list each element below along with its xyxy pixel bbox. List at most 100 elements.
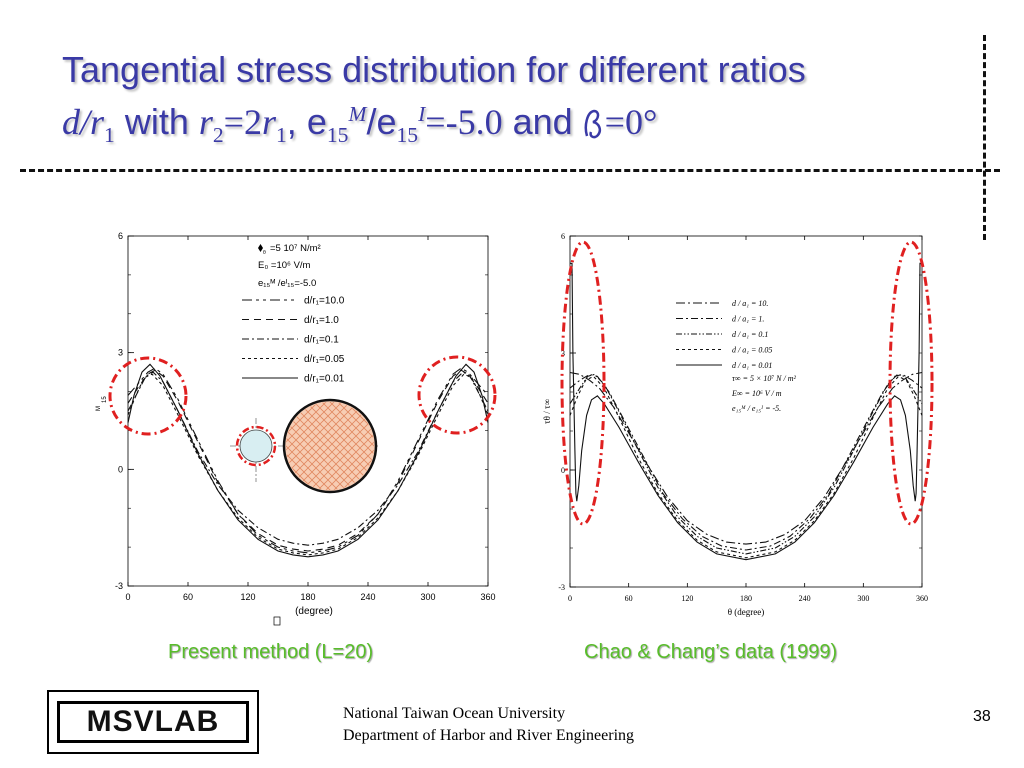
- x-tick-label: 60: [183, 592, 193, 602]
- legend-label-4: d/r₁=0.05: [304, 354, 345, 365]
- highlight-right-spike: [888, 240, 934, 526]
- series-line-4: [569, 375, 923, 559]
- legend-param-tau: =5 10⁷ N/m²: [270, 243, 321, 254]
- title-r1-sub: 1: [276, 123, 287, 148]
- highlight-hole: [235, 425, 277, 467]
- title-eq: =2: [223, 102, 262, 142]
- hole-circle: [239, 429, 273, 463]
- footer-department: Department of Harbor and River Engineeri…: [343, 727, 635, 744]
- title-angle: =0°: [604, 102, 658, 142]
- legend-label-1: d/r₁=10.0: [304, 296, 345, 307]
- x-tick-label: 0: [568, 594, 572, 603]
- highlight-left-spike: [560, 240, 606, 526]
- dashed-divider-vertical: [983, 35, 986, 240]
- series-line-5: [127, 363, 489, 558]
- y-tick-label: 3: [118, 348, 123, 358]
- legend-label-2: d / a₁ = 1.: [732, 315, 764, 324]
- y-axis-label: τθ / τ∞: [542, 399, 552, 424]
- title-with: with: [114, 101, 199, 142]
- title-r2-sub: 2: [212, 123, 224, 148]
- x-tick-label: 360: [916, 594, 928, 603]
- y-axis-label-fragment: M15: [96, 396, 108, 411]
- title-line-2: d/r1 with r2=2r1, e15M/e15I=-5.0 and =0°: [62, 92, 962, 157]
- x-tick-label: 60: [625, 594, 633, 603]
- footer-university: National Taiwan Ocean University: [343, 705, 566, 722]
- caption-present-method: Present method (L=20): [168, 641, 374, 663]
- legend-label-1: d / a₁ = 10.: [732, 299, 768, 308]
- series-line-1: [569, 371, 923, 545]
- title-ratio-r: r: [90, 102, 105, 142]
- series-line-3: [569, 373, 923, 555]
- theta-glyph-icon: [273, 616, 281, 626]
- msvlab-logo: MSVLAB: [47, 690, 259, 754]
- x-tick-label: 240: [799, 594, 811, 603]
- title-r1: r: [261, 102, 276, 142]
- x-tick-label: 360: [480, 592, 495, 602]
- x-tick-label: 120: [681, 594, 693, 603]
- title-and: and: [502, 101, 583, 142]
- x-axis-label: (degree): [295, 606, 333, 617]
- slide-title: Tangential stress distribution for diffe…: [62, 48, 962, 157]
- y-tick-label: -3: [115, 581, 123, 591]
- title-comma: ,: [286, 101, 307, 142]
- x-axis-label: θ (degree): [728, 607, 765, 617]
- legend-label-2: d/r₁=1.0: [304, 315, 339, 326]
- y-tick-label: 3: [561, 349, 565, 358]
- footer-affiliation: National Taiwan Ocean University Departm…: [343, 703, 634, 747]
- title-value: =-5.0: [425, 102, 503, 142]
- y-tick-label: 6: [561, 232, 565, 241]
- title-ratio-slash: /: [80, 102, 91, 142]
- title-e2: e: [376, 101, 397, 142]
- x-tick-label: 180: [740, 594, 752, 603]
- title-slash: /: [366, 101, 377, 142]
- tau-sub-glyph: θ: [263, 250, 266, 256]
- legend-label-3: d / a₁ = 0.1: [732, 330, 768, 339]
- legend-param-ratio: e₁₅ᴹ /eᴵ₁₅=-5.0: [258, 278, 316, 289]
- page-number: 38: [973, 708, 991, 725]
- x-tick-label: 120: [240, 592, 255, 602]
- x-tick-label: 240: [360, 592, 375, 602]
- legend-param-2: E∞ = 10⁶ V / m: [731, 389, 782, 398]
- y-tick-label: -3: [558, 583, 565, 592]
- series-line-2: [569, 373, 923, 551]
- theta-icon: [584, 109, 601, 139]
- msvlab-logo-frame: MSVLAB: [57, 701, 249, 743]
- legend-label-3: d/r₁=0.1: [304, 335, 339, 346]
- legend-label-5: d / a₁ = 0.01: [732, 361, 772, 370]
- highlight-right-peak: [417, 355, 497, 435]
- series-line-1: [127, 367, 489, 554]
- msvlab-logo-text: MSVLAB: [86, 705, 220, 738]
- tau-symbol-icon: [258, 244, 263, 252]
- x-tick-label: 180: [300, 592, 315, 602]
- y-label-sub: 15: [102, 396, 108, 403]
- title-e2-sup: I: [418, 102, 426, 126]
- legend-label-5: d/r₁=0.01: [304, 374, 345, 385]
- title-e1-sub: 15: [326, 123, 349, 148]
- title-line-1: Tangential stress distribution for diffe…: [62, 49, 806, 90]
- title-e2-sub: 15: [396, 123, 419, 148]
- x-tick-label: 300: [420, 592, 435, 602]
- series-line-2: [127, 369, 489, 552]
- legend-param-1: τ∞ = 5 × 10⁷ N / m²: [732, 374, 796, 383]
- y-tick-label: 0: [561, 466, 565, 475]
- title-ratio-sub: 1: [104, 123, 115, 148]
- title-ratio-d: d: [62, 102, 80, 142]
- title-r2: r: [198, 102, 213, 142]
- dashed-divider-horizontal: [20, 169, 1000, 172]
- inclusion-hatch: [286, 402, 374, 490]
- y-label-sup: M: [96, 406, 102, 411]
- y-tick-label: 0: [118, 464, 123, 474]
- legend-param-field: E₀ =10⁶ V/m: [258, 260, 311, 271]
- legend-param-3: e₁₅ᴹ / e₁₅ᴵ = -5.: [732, 404, 781, 413]
- series-line-5: [570, 262, 922, 561]
- caption-chao-chang: Chao & Chang’s data (1999): [584, 641, 838, 663]
- legend-label-4: d / a₁ = 0.05: [732, 346, 772, 355]
- highlight-left-peak: [108, 356, 188, 436]
- title-e1-sup: M: [348, 102, 367, 126]
- x-tick-label: 300: [857, 594, 869, 603]
- title-e1: e: [306, 101, 327, 142]
- y-tick-label: 6: [118, 231, 123, 241]
